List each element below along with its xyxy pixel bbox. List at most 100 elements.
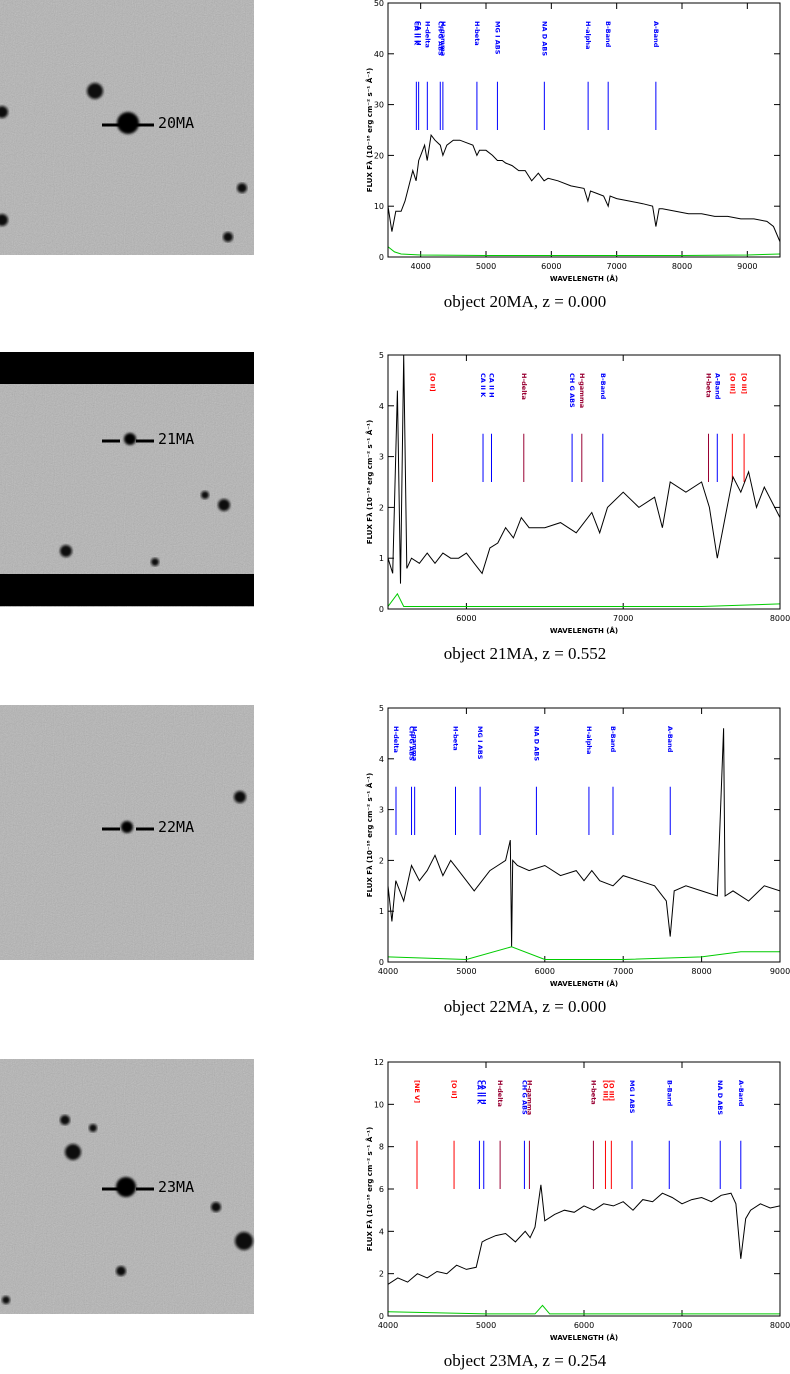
line-label: A-Band — [713, 373, 721, 400]
y-tick-label: 10 — [374, 1100, 384, 1109]
line-label: H-delta — [423, 21, 431, 48]
line-label: NA D ABS — [540, 21, 548, 56]
spectrum-line — [388, 1304, 780, 1315]
x-tick-label: 9000 — [770, 967, 790, 976]
line-label: H-delta — [496, 1080, 504, 1107]
line-label: CH G ABS — [520, 1080, 528, 1115]
line-label: NA D ABS — [532, 726, 540, 761]
spectrum-line — [388, 592, 780, 607]
y-tick-label: 1 — [379, 554, 384, 563]
line-label: H-beta — [589, 1080, 597, 1105]
target-star — [124, 433, 136, 445]
y-tick-label: 3 — [379, 453, 384, 462]
star — [151, 558, 159, 566]
spectrum-chart: 0 10 20 30 40 50 4000 5000 6000 7000 8000 9000 WAVEL… — [365, 0, 781, 311]
x-tick-label: 6000 — [574, 1321, 594, 1330]
spectrum-chart: 0 1 2 3 4 5 4000 5000 6000 7000 8000 9000 WAVELENGTH… — [365, 704, 790, 1016]
x-tick-label: 7000 — [613, 614, 633, 623]
y-tick-label: 4 — [379, 755, 384, 764]
line-label: NA D ABS — [716, 1080, 724, 1115]
line-label: A-Band — [652, 21, 660, 48]
line-label: B-Band — [609, 726, 617, 753]
plot-frame — [387, 1061, 781, 1317]
x-tick-label: 5000 — [456, 967, 476, 976]
x-tick-label: 7000 — [606, 262, 626, 271]
target-star — [116, 1177, 136, 1197]
line-label: CA II K — [412, 21, 420, 46]
mask-bar — [0, 574, 254, 606]
line-label: MG I ABS — [493, 21, 501, 55]
line-label: B-Band — [604, 21, 612, 48]
stamp-label: 23MA — [158, 1178, 194, 1196]
caption: object 22MA, z = 0.000 — [444, 997, 607, 1016]
line-label: CA II K — [479, 373, 487, 398]
x-tick-label: 5000 — [476, 262, 496, 271]
x-axis-label: WAVELENGTH (Å) — [550, 979, 618, 988]
line-label: B-Band — [599, 373, 607, 400]
line-label: A-Band — [737, 1080, 745, 1107]
plot-frame — [387, 707, 781, 963]
line-label: [O III] — [607, 1080, 615, 1101]
y-axis-label: FLUX Fλ (10⁻¹⁸ erg cm⁻² s⁻¹ Å⁻¹) — [365, 420, 374, 544]
spectrum-line — [388, 728, 780, 947]
x-tick-label: 6000 — [456, 614, 476, 623]
y-tick-label: 5 — [379, 704, 384, 713]
line-label: H-gamma — [439, 21, 447, 56]
y-tick-label: 3 — [379, 806, 384, 815]
line-label: H-gamma — [411, 726, 419, 761]
y-tick-label: 4 — [379, 402, 384, 411]
stamp-label: 20MA — [158, 114, 194, 132]
line-label: CA II H — [487, 373, 495, 398]
line-label: [O III] — [728, 373, 736, 394]
star — [0, 106, 8, 118]
star — [60, 1115, 70, 1125]
x-tick-label: 6000 — [535, 967, 555, 976]
spectrum-line — [388, 1184, 780, 1285]
line-label: H-beta — [452, 726, 460, 751]
line-label: MG I ABS — [476, 726, 484, 760]
line-label: H-beta — [704, 373, 712, 398]
stamp-label: 22MA — [158, 818, 194, 836]
spectrum-line — [388, 355, 780, 584]
y-tick-label: 20 — [374, 151, 384, 160]
y-tick-label: 2 — [379, 856, 384, 865]
y-tick-label: 0 — [379, 1312, 384, 1321]
y-tick-label: 2 — [379, 1270, 384, 1279]
star — [0, 214, 8, 226]
x-tick-label: 7000 — [613, 967, 633, 976]
y-tick-label: 5 — [379, 351, 384, 360]
star — [201, 491, 209, 499]
star — [211, 1202, 221, 1212]
stamp-noise — [0, 352, 254, 607]
mask-bar — [0, 352, 254, 384]
line-label: MG I ABS — [628, 1080, 636, 1114]
image-stamp: 21MA — [0, 352, 254, 607]
line-label: CA II H — [480, 1080, 488, 1105]
y-axis-label: FLUX Fλ (10⁻¹⁸ erg cm⁻² s⁻¹ Å⁻¹) — [365, 68, 374, 192]
line-label: [O II] — [429, 373, 437, 392]
spectrum-chart: 0 2 4 6 8 10 12 4000 5000 6000 7000 8000 WAVELENGTH … — [365, 1058, 790, 1370]
x-tick-label: 8000 — [691, 967, 711, 976]
image-stamp: 23MA — [0, 1059, 254, 1314]
spectrum-chart: 0 1 2 3 4 5 6000 7000 8000 WAVELENGTH (Å) FLUX Fλ … — [365, 351, 790, 663]
caption: object 23MA, z = 0.254 — [444, 1351, 607, 1370]
line-label: [NE V] — [413, 1080, 421, 1103]
line-label: [O III] — [601, 1080, 609, 1101]
x-tick-label: 9000 — [737, 262, 757, 271]
star — [65, 1144, 81, 1160]
image-stamp: 22MA — [0, 705, 254, 960]
y-tick-label: 12 — [374, 1058, 384, 1067]
target-star — [117, 112, 139, 134]
x-tick-label: 4000 — [410, 262, 430, 271]
plot-frame — [387, 354, 781, 610]
line-label: [O II] — [450, 1080, 458, 1099]
x-tick-label: 8000 — [770, 1321, 790, 1330]
y-tick-label: 4 — [379, 1227, 384, 1236]
line-label: H-beta — [473, 21, 481, 46]
y-tick-label: 0 — [379, 605, 384, 614]
line-label: H-alpha — [584, 21, 592, 49]
x-axis-label: WAVELENGTH (Å) — [550, 1333, 618, 1342]
line-label: H-alpha — [585, 726, 593, 754]
y-tick-label: 30 — [374, 101, 384, 110]
line-label: H-gamma — [525, 1080, 533, 1115]
